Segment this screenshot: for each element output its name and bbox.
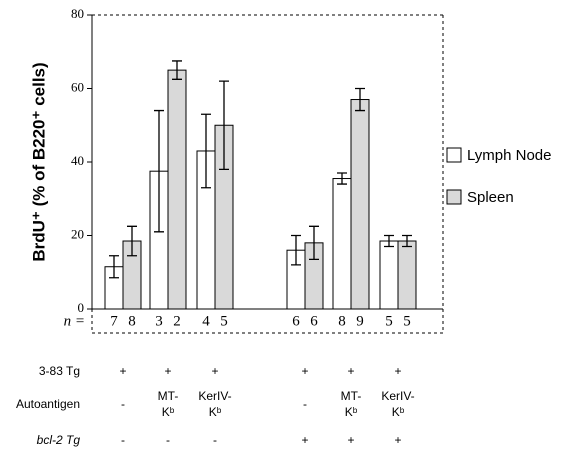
condition-value: + — [394, 364, 401, 378]
legend-label: Lymph Node — [467, 147, 552, 164]
error-bar — [337, 172, 347, 185]
condition-value: KerIV- — [198, 389, 231, 403]
condition-value: Kᵇ — [162, 405, 175, 419]
condition-value: + — [347, 364, 354, 378]
error-bar — [109, 255, 119, 279]
y-tick-label: 40 — [71, 153, 84, 168]
error-bar — [355, 87, 365, 112]
n-label: 7 — [110, 313, 118, 329]
error-bar — [402, 234, 412, 248]
condition-value: Kᵇ — [345, 405, 358, 419]
condition-value: + — [394, 433, 401, 447]
bar — [397, 240, 417, 310]
y-tick-label: 60 — [71, 79, 84, 94]
n-label: 3 — [155, 313, 163, 329]
n-label: 8 — [128, 313, 136, 329]
n-label: 4 — [202, 313, 210, 329]
condition-value: MT- — [158, 389, 179, 403]
error-bar — [201, 113, 211, 189]
n-label: 8 — [338, 313, 346, 329]
condition-value: MT- — [341, 389, 362, 403]
y-tick-label: 20 — [71, 226, 84, 241]
legend-swatch — [446, 147, 462, 163]
condition-value: + — [301, 364, 308, 378]
error-bar — [291, 234, 301, 266]
condition-label: 3-83 Tg — [39, 364, 80, 378]
condition-value: - — [213, 433, 217, 447]
bar — [167, 69, 187, 310]
error-bar — [384, 234, 394, 248]
condition-label: Autoantigen — [16, 397, 80, 411]
n-label: 5 — [220, 313, 228, 329]
n-label: 5 — [403, 313, 411, 329]
condition-value: - — [166, 433, 170, 447]
n-label: 2 — [173, 313, 181, 329]
error-bar — [172, 60, 182, 80]
condition-value: + — [164, 364, 171, 378]
condition-value: + — [119, 364, 126, 378]
error-bar — [154, 109, 164, 233]
n-label: 5 — [385, 313, 393, 329]
error-bar — [219, 80, 229, 170]
y-tick-label: 0 — [78, 300, 85, 315]
y-tick-label: 80 — [71, 6, 84, 21]
n-label: 9 — [356, 313, 364, 329]
condition-value: + — [211, 364, 218, 378]
bar — [379, 240, 399, 310]
condition-value: - — [121, 433, 125, 447]
condition-value: + — [301, 433, 308, 447]
n-label: 6 — [310, 313, 318, 329]
n-label: 6 — [292, 313, 300, 329]
error-bar — [127, 225, 137, 257]
condition-value: + — [347, 433, 354, 447]
bar — [332, 178, 352, 310]
n-row-label: n = — [64, 313, 85, 329]
legend-label: Spleen — [467, 189, 514, 206]
condition-value: Kᵇ — [392, 405, 405, 419]
y-axis-label: BrdU⁺ (% of B220⁺ cells) — [29, 62, 48, 261]
condition-value: Kᵇ — [209, 405, 222, 419]
condition-value: - — [303, 397, 307, 411]
condition-value: KerIV- — [381, 389, 414, 403]
condition-label: bcl-2 Tg — [37, 433, 81, 447]
condition-value: - — [121, 397, 125, 411]
error-bar — [309, 225, 319, 261]
legend-swatch — [446, 189, 462, 205]
bar — [350, 99, 370, 310]
